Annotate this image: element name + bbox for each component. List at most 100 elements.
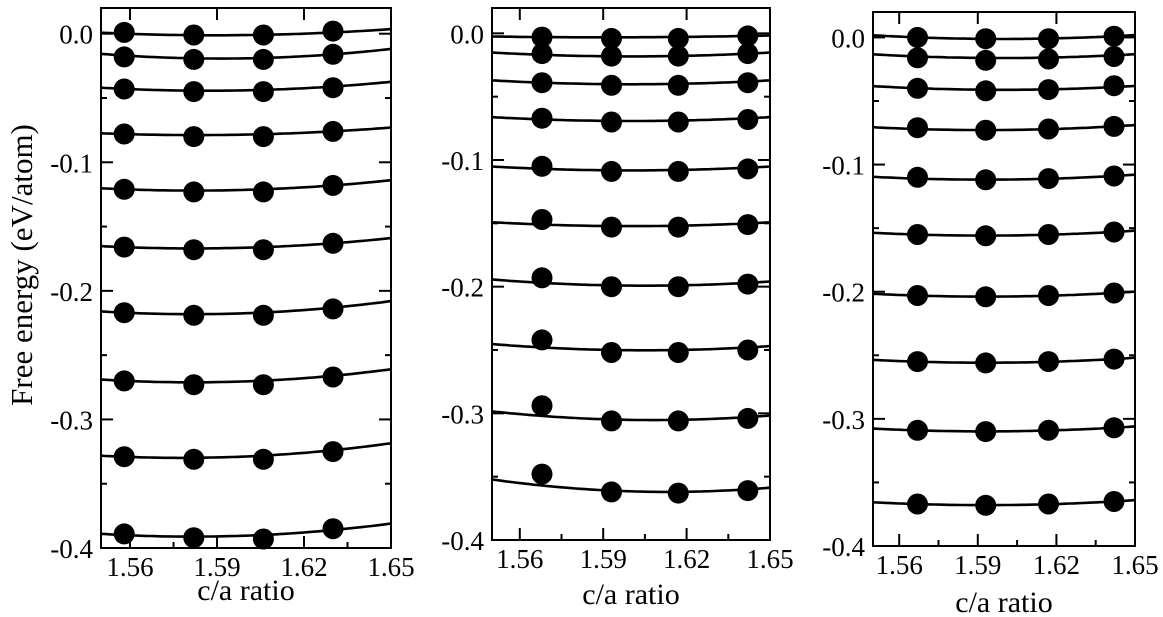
panel-2-y-tick-label: -0.4 [441,526,484,556]
panel-2-data-point [601,216,622,238]
panel-3-data-point [907,166,928,188]
panel-1-data-point [113,302,135,324]
panel-2-data-point [667,27,689,49]
panel-3-data-point [1038,224,1059,245]
panel-2-x-tick-label: 1.59 [580,544,627,574]
panel-3-y-tick-label: -0.1 [822,151,865,181]
panel-2-data-point [667,74,689,96]
panel-1-data-point [322,77,344,99]
panel-3-x-tick-label: 1.65 [1111,550,1158,580]
panel-1-data-point [113,523,135,545]
panel-2-data-point [601,27,622,49]
panel-1-data-point [113,236,135,258]
panel-1-data-point [252,239,274,261]
panel-2-data-point [737,407,759,429]
panel-1-data-point [252,448,274,470]
panel-1-data-point [183,448,205,470]
panel-1-data-point [183,126,205,148]
panel-3-data-point [975,169,997,191]
panel-2-y-tick-label: -0.3 [441,399,484,429]
panel-3-data-point [1103,282,1125,304]
panel-1-data-point [113,178,135,200]
panel-1-x-tick-label: 1.62 [280,552,327,582]
panel-3-x-tick-label: 1.59 [954,550,1001,580]
panel-2-data-point [667,482,689,504]
panel-2-data-point [737,480,759,502]
panel-1-frame [100,7,392,549]
panel-1-data-point [113,21,135,43]
panel-1-y-tick-label: -0.2 [50,277,93,307]
panel-3-data-point [1103,491,1125,512]
panel-2-y-tick-label: -0.2 [441,273,484,303]
panel-2-data-point [601,45,622,67]
panel-1-data-point [113,370,135,392]
panel-2-data-point [601,481,622,503]
panel-3-y-tick-label: -0.2 [822,278,865,308]
panel-1-x-tick-label: 1.59 [193,552,240,582]
panel-2-data-point [737,158,759,180]
panel-2-data-point [737,72,759,94]
panel-1-y-tick-label: -0.3 [50,405,93,435]
panel-3-data-point [1038,48,1059,70]
panel-2-data-point [667,342,689,363]
panel-3-data-point [1103,221,1125,243]
panel-3-y-tick-label: -0.4 [822,532,865,562]
panel-3-data-point [1038,168,1059,190]
panel-3-data-point [1103,75,1125,97]
panel-3-y-tick-label: -0.3 [822,405,865,435]
panel-1-data-point [183,24,205,46]
panel-3-data-point [907,493,928,515]
panel-1-data-point [113,446,135,468]
panel-1-y-tick-label: -0.1 [50,148,93,178]
panel-2-x-tick-label: 1.65 [746,544,793,574]
panel-3-data-point [907,77,928,99]
panel-3-y-tick-label: 0.0 [831,23,865,53]
panel-2-data-point [531,155,553,177]
panel-3-data-point [907,419,928,441]
panel-2-data-point [531,329,553,351]
panel-2-y-tick-label: 0.0 [450,19,484,49]
panel-2-data-point [667,111,689,133]
panel-2-data-point [601,410,622,432]
panel-3-data-point [907,351,928,373]
panel-3-data-point [1038,28,1059,50]
panel-1-data-point [183,239,205,261]
panel-3-data-point [1103,115,1125,137]
panel-1-y-tick-label: 0.0 [59,20,93,50]
panel-1: c/a ratio 1.56 1.59 1.62 1.65 0.0 -0.1 -0.2 -0.… [50,7,415,607]
panel-3-data-point [1103,348,1125,370]
panel-1-data-point [113,46,135,68]
panel-1-data-point [183,81,205,103]
panel-2-data-point [667,276,689,298]
panel-2-data-point [531,463,553,485]
panel-2-frame [491,7,771,541]
panel-3-data-point [975,80,997,102]
panel-2-data-point [667,45,689,67]
panel-1-data-point [252,181,274,203]
panel-1-data-point [322,518,344,540]
panel-2-x-tick-label: 1.62 [663,544,710,574]
panel-1-data-point [183,181,205,203]
panel-3-data-point [975,49,997,71]
panel-3-data-point [975,494,997,516]
panel-1-data-point [183,304,205,326]
panel-1-data-point [113,78,135,100]
panel-3-data-point [907,224,928,245]
panel-2-data-point [737,339,759,361]
panel-2-data-point [531,26,553,48]
panel-1-data-point [322,232,344,254]
panel-2-data-point [531,395,553,417]
panel-2-data-point [737,43,759,65]
panel-2-data-point [737,214,759,236]
panel-1-data-point [252,374,274,396]
panel-3-data-point [975,421,997,443]
panel-3-data-point [975,352,997,374]
panel-3-data-point [975,28,997,50]
panel-1-x-tick-label: 1.65 [367,552,414,582]
panel-1-y-tick-label: -0.4 [50,534,93,564]
panel-1-data-point [183,374,205,396]
panel-1-data-point [252,304,274,326]
panel-2-data-point [531,72,553,94]
panel-1-data-point [252,126,274,148]
